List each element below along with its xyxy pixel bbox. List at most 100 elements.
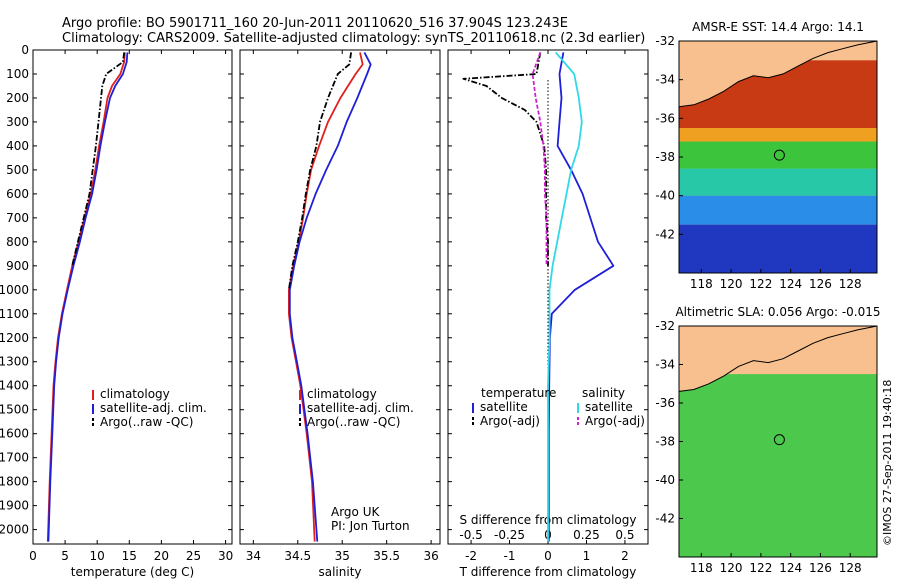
x-tick-label-s: -0.25	[494, 528, 525, 542]
y-tick-label: 1400	[0, 379, 29, 393]
x-tick-label: 35.5	[373, 549, 400, 563]
x-tick-label: 128	[839, 561, 862, 575]
y-tick-label: 0	[21, 43, 29, 57]
plot-frame	[239, 49, 441, 545]
x-tick-label-s: 0.25	[573, 528, 600, 542]
x-tick-label: 122	[749, 277, 772, 291]
map-title: Altimetric SLA: 0.056 Argo: -0.015	[675, 305, 880, 319]
y-tick-label: -36	[655, 396, 675, 410]
series-line-argo	[71, 52, 126, 267]
series-line-t-satellite	[547, 52, 615, 542]
y-tick-label: 700	[6, 211, 29, 225]
x-tick-label: -1	[504, 549, 516, 563]
y-tick-label: 2000	[0, 523, 29, 537]
legend-label: satellite	[480, 400, 528, 414]
legend-label: climatology	[100, 387, 170, 401]
ocean-band	[679, 224, 877, 273]
x-tick-label: 126	[809, 277, 832, 291]
y-tick-label: -42	[655, 227, 675, 241]
salinity-panel: 34 34.5 35 35.5 36 salinity climatologysatelli…	[239, 49, 441, 579]
y-tick-label: 1600	[0, 427, 29, 441]
y-tick-label: -38	[655, 435, 675, 449]
y-tick-label: 1100	[0, 307, 29, 321]
legend-label: satellite	[585, 400, 633, 414]
x-tick-label: 0	[544, 549, 552, 563]
plot-frame	[32, 49, 233, 545]
y-tick-label: -34	[655, 73, 675, 87]
ocean-band	[679, 195, 877, 225]
legend-label: Argo(-adj)	[480, 414, 540, 428]
x-tick-label: 36	[423, 549, 438, 563]
y-tick-label: 900	[6, 259, 29, 273]
y-tick-label: -42	[655, 512, 675, 526]
x-tick-label: 0	[29, 549, 37, 563]
x-axis-label: T difference from climatology	[459, 565, 637, 579]
coastline	[678, 40, 878, 108]
series-line-argo	[288, 52, 352, 290]
y-tick-label: 1800	[0, 475, 29, 489]
x-tick-label: 128	[839, 277, 862, 291]
x-axis-label: temperature (deg C)	[71, 565, 194, 579]
x-tick-label: 124	[779, 277, 802, 291]
y-tick-label: 300	[6, 115, 29, 129]
y-tick-label: -32	[655, 319, 675, 333]
x-tick-label-s: 0.5	[615, 528, 634, 542]
x-tick-label-s: -0.5	[459, 528, 482, 542]
x-tick-label: 1	[583, 549, 591, 563]
series-line-satellite	[47, 52, 129, 542]
x-tick-label: -2	[465, 549, 477, 563]
x-tick-label: 124	[779, 561, 802, 575]
x-tick-label: 5	[61, 549, 69, 563]
y-tick-label: 200	[6, 91, 29, 105]
title-line-1: Argo profile: BO 5901711_160 20-Jun-2011…	[62, 16, 568, 31]
y-tick-label: 1300	[0, 355, 29, 369]
y-tick-label: 500	[6, 163, 29, 177]
x-tick-label: 35	[335, 549, 350, 563]
x-tick-label: 120	[720, 277, 743, 291]
y-tick-label: -40	[655, 473, 675, 487]
y-tick-label: -40	[655, 189, 675, 203]
x-tick-label: 30	[218, 549, 233, 563]
legend-header-salinity: salinity	[582, 386, 625, 400]
x-tick-label: 34.5	[284, 549, 311, 563]
x-axis-label: salinity	[318, 565, 361, 579]
credit-pi: PI: Jon Turton	[331, 519, 410, 533]
y-tick-label: 800	[6, 235, 29, 249]
title-line-2: Climatology: CARS2009. Satellite-adjuste…	[62, 31, 645, 46]
ocean-band	[679, 128, 877, 142]
series-line-climatology	[287, 52, 364, 542]
y-tick-label: -32	[655, 34, 675, 48]
legend-label: climatology	[307, 387, 377, 401]
legend-header-temperature: temperature	[481, 386, 556, 400]
x-tick-label: 120	[720, 561, 743, 575]
series-line-climatology	[46, 52, 126, 542]
y-tick-label: -36	[655, 111, 675, 125]
y-tick-label: 400	[6, 139, 29, 153]
x-tick-label: 20	[154, 549, 169, 563]
ocean-band	[679, 141, 877, 169]
series-line-t-argo	[462, 52, 549, 266]
credit-org: Argo UK	[331, 505, 380, 519]
argo-position-marker	[773, 434, 785, 446]
series-line-s-satellite	[547, 51, 583, 542]
ocean-band	[679, 374, 877, 557]
y-tick-label: 1900	[0, 499, 29, 513]
series-line-s-argo	[531, 52, 548, 266]
map-title: AMSR-E SST: 14.4 Argo: 14.1	[692, 20, 864, 34]
series-line-satellite	[288, 51, 372, 542]
x-tick-label: 2	[621, 549, 629, 563]
legend-label: Argo(-adj)	[585, 414, 645, 428]
legend-label: Argo(..raw -QC)	[100, 415, 193, 429]
y-tick-label: 1200	[0, 331, 29, 345]
x-tick-label: 118	[690, 561, 713, 575]
ocean-band	[679, 168, 877, 196]
y-tick-label: -38	[655, 150, 675, 164]
x-tick-label: 15	[122, 549, 137, 563]
sst-map-panel: AMSR-E SST: 14.4 Argo: 14.1 118 120 122 124 1…	[655, 20, 878, 291]
x-tick-label: 126	[809, 561, 832, 575]
y-tick-label: -34	[655, 358, 675, 372]
temperature-panel: 0 5 10 15 20 25 300100200300400500600700800900…	[0, 43, 233, 579]
y-tick-label: 600	[6, 187, 29, 201]
